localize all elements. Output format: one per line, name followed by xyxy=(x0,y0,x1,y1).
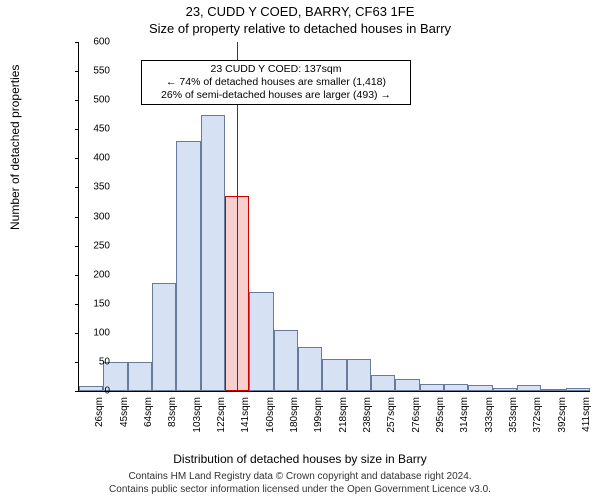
bar xyxy=(420,384,444,391)
x-tick-label: 26sqm xyxy=(94,397,105,447)
y-tick-mark xyxy=(75,158,79,159)
y-tick-label: 550 xyxy=(93,66,110,77)
x-tick-label: 353sqm xyxy=(508,397,519,447)
x-tick-label: 103sqm xyxy=(192,397,203,447)
y-tick-mark xyxy=(75,217,79,218)
y-tick-mark xyxy=(75,362,79,363)
y-tick-mark xyxy=(75,304,79,305)
y-tick-mark xyxy=(75,42,79,43)
bar xyxy=(298,347,322,391)
x-tick-label: 64sqm xyxy=(143,397,154,447)
bar xyxy=(371,375,395,391)
x-tick-label: 122sqm xyxy=(216,397,227,447)
bar xyxy=(128,362,152,391)
title-main: 23, CUDD Y COED, BARRY, CF63 1FE xyxy=(0,0,600,19)
x-axis-label: Distribution of detached houses by size … xyxy=(0,452,600,466)
x-tick-label: 392sqm xyxy=(557,397,568,447)
x-tick-label: 276sqm xyxy=(411,397,422,447)
bar xyxy=(322,359,346,391)
x-tick-label: 141sqm xyxy=(240,397,251,447)
y-tick-label: 400 xyxy=(93,153,110,164)
y-tick-mark xyxy=(75,71,79,72)
chart-wrap: 23 CUDD Y COED: 137sqm← 74% of detached … xyxy=(42,42,590,420)
y-tick-mark xyxy=(75,391,79,392)
plot-area: 23 CUDD Y COED: 137sqm← 74% of detached … xyxy=(78,42,590,392)
x-tick-label: 411sqm xyxy=(581,397,592,447)
annotation-box: 23 CUDD Y COED: 137sqm← 74% of detached … xyxy=(141,60,411,105)
y-tick-mark xyxy=(75,275,79,276)
x-tick-label: 160sqm xyxy=(265,397,276,447)
attribution-line-1: Contains HM Land Registry data © Crown c… xyxy=(0,471,600,484)
y-tick-label: 350 xyxy=(93,182,110,193)
x-tick-label: 83sqm xyxy=(167,397,178,447)
bar xyxy=(152,283,176,391)
y-tick-mark xyxy=(75,100,79,101)
title-sub: Size of property relative to detached ho… xyxy=(0,19,600,36)
annotation-line-3: 26% of semi-detached houses are larger (… xyxy=(146,89,406,102)
x-tick-label: 314sqm xyxy=(459,397,470,447)
bar xyxy=(79,386,103,391)
bar xyxy=(468,385,492,391)
annotation-line-1: 23 CUDD Y COED: 137sqm xyxy=(146,63,406,76)
y-tick-label: 0 xyxy=(104,386,110,397)
bar xyxy=(395,379,419,391)
y-tick-mark xyxy=(75,187,79,188)
x-tick-label: 199sqm xyxy=(313,397,324,447)
y-tick-mark xyxy=(75,333,79,334)
annotation-line-2: ← 74% of detached houses are smaller (1,… xyxy=(146,76,406,89)
bar xyxy=(517,385,541,391)
bar xyxy=(249,292,273,391)
bar xyxy=(566,388,590,391)
bar xyxy=(444,384,468,391)
bar xyxy=(274,330,298,391)
y-axis-label: Number of detached properties xyxy=(8,65,22,230)
x-tick-label: 45sqm xyxy=(119,397,130,447)
attribution-line-2: Contains public sector information licen… xyxy=(0,484,600,497)
bar xyxy=(201,115,225,391)
x-tick-label: 238sqm xyxy=(362,397,373,447)
y-tick-label: 300 xyxy=(93,211,110,222)
x-tick-label: 257sqm xyxy=(386,397,397,447)
y-tick-label: 450 xyxy=(93,124,110,135)
y-tick-label: 150 xyxy=(93,298,110,309)
attribution: Contains HM Land Registry data © Crown c… xyxy=(0,471,600,496)
x-tick-label: 218sqm xyxy=(338,397,349,447)
bar xyxy=(493,388,517,391)
bar xyxy=(541,389,565,391)
y-tick-label: 600 xyxy=(93,37,110,48)
y-tick-label: 500 xyxy=(93,95,110,106)
bar xyxy=(347,359,371,391)
y-tick-label: 250 xyxy=(93,240,110,251)
y-tick-label: 200 xyxy=(93,269,110,280)
x-tick-label: 295sqm xyxy=(435,397,446,447)
x-tick-label: 180sqm xyxy=(289,397,300,447)
x-tick-label: 372sqm xyxy=(532,397,543,447)
y-tick-label: 50 xyxy=(99,356,110,367)
y-tick-mark xyxy=(75,129,79,130)
bar xyxy=(176,141,200,391)
y-tick-mark xyxy=(75,246,79,247)
x-tick-label: 333sqm xyxy=(484,397,495,447)
y-tick-label: 100 xyxy=(93,327,110,338)
